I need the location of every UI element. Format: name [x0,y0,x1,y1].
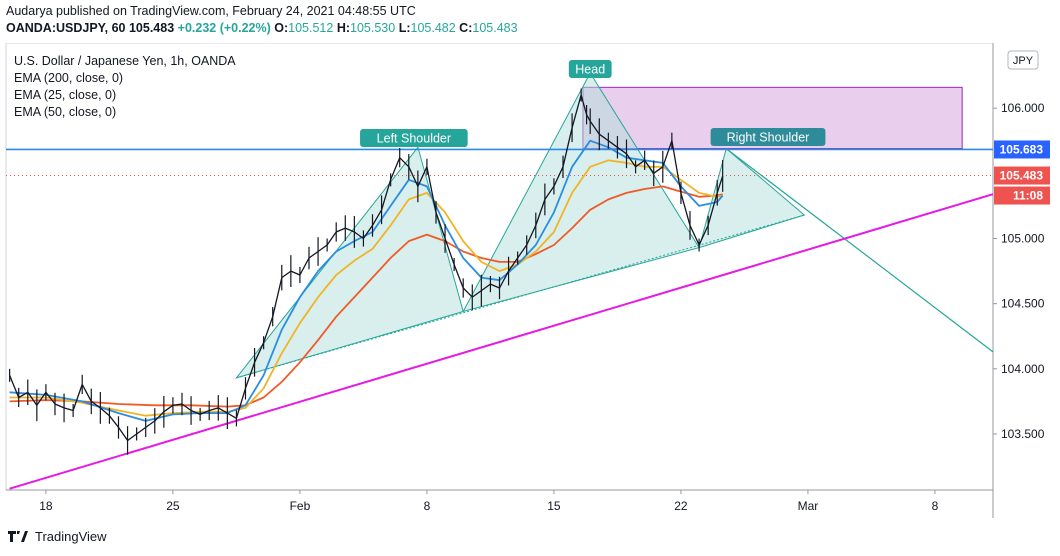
chart-frame[interactable]: 18 25 Feb 8 15 22 Mar 8 103.500 104.000 104.500 105… [0,42,1054,518]
right-shoulder-label: Right Shoulder [710,128,826,146]
countdown-badge-bg [994,186,1050,205]
last-price-badge-bg [994,166,1050,185]
last-price-badge: 105.483 [994,166,1050,185]
legend-ema50[interactable]: EMA (50, close, 0) [14,105,117,119]
x-tick-label: 8 [424,499,431,513]
legend-ema25[interactable]: EMA (25, close, 0) [14,88,117,102]
right-shoulder-label-bg [710,128,826,146]
currency-badge-bg [1007,50,1039,70]
y-tick-label: 103.500 [1001,427,1045,441]
x-tick-label: 8 [932,499,939,513]
head-label: Head [568,60,612,78]
low-value: 105.482 [410,21,456,35]
countdown-badge: 11:08 [994,186,1050,205]
left-shoulder-label-bg [360,129,468,147]
footer-brand[interactable]: TradingView [6,528,107,544]
legend-ema200[interactable]: EMA (200, close, 0) [14,71,124,85]
currency-badge-text: JPY [1013,55,1034,67]
x-tick-label: Mar [798,499,819,513]
open-value: 105.512 [288,21,334,35]
y-tick-label: 106.000 [1001,101,1045,115]
neckline-price-badge: 105.683 [994,140,1050,159]
right-shoulder-label-text: Right Shoulder [727,131,810,145]
pattern-neckline-dotted [236,214,805,379]
neckline-price-badge-text: 105.683 [1000,142,1044,156]
head-label-bg [568,60,612,78]
x-tick-label: 25 [166,499,180,513]
close-value: 105.483 [472,21,518,35]
left-shoulder-label: Left Shoulder [360,129,468,147]
publish-info: Audarya published on TradingView.com, Fe… [6,4,416,18]
x-tick-label: 22 [674,499,688,513]
last-price-badge-text: 105.483 [1000,169,1044,183]
head-label-text: Head [575,63,605,77]
support-trendline [9,193,994,490]
left-shoulder-label-text: Left Shoulder [377,132,451,146]
left-shoulder-triangle [235,146,464,379]
footer-brand-label: TradingView [35,528,107,544]
neckline-price-badge-bg [994,140,1050,159]
right-shoulder-triangle [698,147,806,249]
tradingview-logo-icon [8,531,28,542]
price-wicks [9,88,724,455]
high-value: 105.530 [350,21,396,35]
y-tick-label: 104.000 [1001,362,1045,376]
chart-legend: U.S. Dollar / Japanese Yen, 1h, OANDA EM… [14,53,236,121]
last-price: 105.483 [128,21,175,35]
projection-line [725,148,994,353]
y-tick-label: 104.500 [1001,297,1045,311]
currency-badge[interactable]: JPY [1007,50,1039,70]
price-chart[interactable]: 18 25 Feb 8 15 22 Mar 8 103.500 104.000 104.500 105… [0,42,1054,518]
countdown-badge-text: 11:08 [1013,189,1043,203]
symbol-label: OANDA:USDJPY, 60 [6,21,126,35]
x-tick-label: 15 [547,499,561,513]
legend-title: U.S. Dollar / Japanese Yen, 1h, OANDA [14,54,236,68]
x-tick-label: 18 [39,499,53,513]
symbol-ohlc-row: OANDA:USDJPY, 60 105.483 +0.232 (+0.22%)… [6,21,518,35]
price-change: +0.232 (+0.22%) [177,21,271,35]
y-tick-label: 105.000 [1001,231,1045,245]
series-(200-line [9,185,723,408]
x-tick-label: Feb [290,499,311,513]
